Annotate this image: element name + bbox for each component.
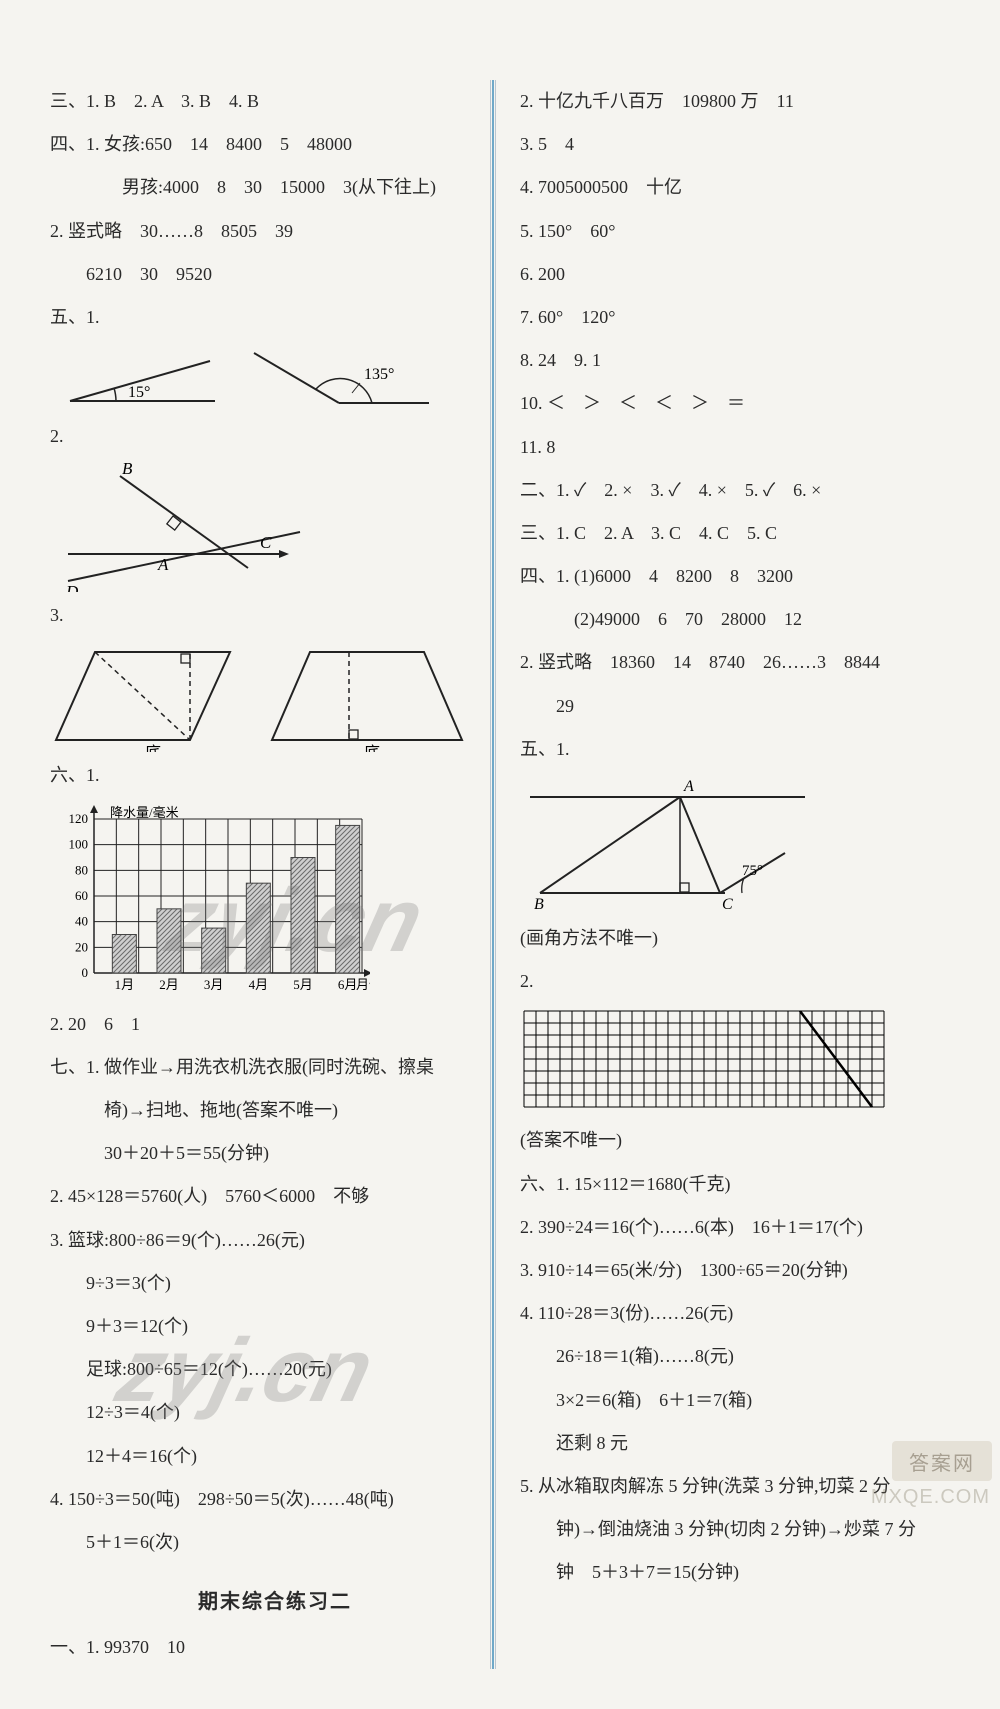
svg-text:20: 20	[75, 939, 88, 954]
label-a: A	[683, 778, 694, 795]
line: (画角方法不唯一)	[520, 917, 970, 960]
angle-deg: 135°	[364, 366, 394, 383]
line: 六、1. 15×112＝1680(千克)	[520, 1163, 970, 1206]
line: 29	[520, 685, 970, 728]
line: 7. 60° 120°	[520, 296, 970, 339]
line: 11. 8	[520, 426, 970, 469]
line: 二、1. ✓ 2. × 3. ✓ 4. × 5. ✓ 6. ×	[520, 469, 970, 512]
line: 五、1.	[520, 728, 970, 771]
bar-chart-icon: 0 20 40 60 80 100 120 1月 2月 3月 4月 5月 6月 降水量/毫米月份	[50, 801, 370, 1001]
line: 3×2＝6(箱) 6＋1＝7(箱)	[520, 1379, 970, 1422]
line: 3. 910÷14＝65(米/分) 1300÷65＝20(分钟)	[520, 1249, 970, 1292]
line: 9÷3＝3(个)	[50, 1262, 500, 1305]
line: 4. 7005000500 十亿	[520, 166, 970, 209]
line: 3.	[50, 594, 500, 637]
angle-deg: 15°	[128, 384, 150, 401]
watermark-badge: 答案网	[892, 1441, 992, 1481]
svg-text:4月: 4月	[249, 977, 269, 992]
label-base: 底	[364, 744, 380, 752]
parallelogram-icon: 底	[50, 642, 240, 752]
line: 2. 20 6 1	[50, 1003, 500, 1046]
line: 男孩:4000 8 30 15000 3(从下往上)	[50, 166, 500, 209]
trapezoid-icon: 底	[264, 642, 464, 752]
line: 四、1. 女孩:650 14 8400 5 48000	[50, 123, 500, 166]
right-column: 2. 十亿九千八百万 109800 万 11 3. 5 4 4. 7005000…	[520, 80, 970, 1669]
line: 2.	[50, 415, 500, 458]
line: 椅)→扫地、拖地(答案不唯一)	[50, 1089, 500, 1132]
line: (2)49000 6 70 28000 12	[520, 598, 970, 641]
svg-text:0: 0	[82, 965, 89, 980]
line: 5. 150° 60°	[520, 210, 970, 253]
line: 26÷18＝1(箱)……8(元)	[520, 1335, 970, 1378]
line: 2. 十亿九千八百万 109800 万 11	[520, 80, 970, 123]
line: (答案不唯一)	[520, 1119, 970, 1162]
line: 钟 5＋3＋7＝15(分钟)	[520, 1551, 970, 1594]
line: 足球:800÷65＝12(个)……20(元)	[50, 1348, 500, 1391]
fig-quads: 底 底	[50, 642, 500, 752]
line: 2. 竖式略 18360 14 8740 26……3 8844	[520, 641, 970, 684]
label-deg: 75°	[742, 863, 763, 879]
triangle-75-icon: A B C 75°	[520, 775, 820, 915]
line: 2. 竖式略 30……8 8505 39	[50, 210, 500, 253]
angle-15-icon: 15°	[50, 353, 220, 413]
line: 6. 200	[520, 253, 970, 296]
svg-text:100: 100	[69, 836, 89, 851]
label-b: B	[122, 462, 133, 478]
line: 2.	[520, 960, 970, 1003]
line: 5＋1＝6(次)	[50, 1521, 500, 1564]
line: 3. 5 4	[520, 123, 970, 166]
line: 9＋3＝12(个)	[50, 1305, 500, 1348]
abc-figure-icon: B A C D	[50, 462, 310, 592]
fig-grid	[520, 1007, 970, 1117]
section-title: 期末综合练习二	[50, 1578, 500, 1626]
svg-text:120: 120	[69, 811, 89, 826]
watermark-text: MXQE.COM	[871, 1486, 990, 1509]
line: 6210 30 9520	[50, 253, 500, 296]
rainfall-bar-chart: 0 20 40 60 80 100 120 1月 2月 3月 4月 5月 6月 降水量/毫米月份	[50, 801, 500, 1001]
line: 一、1. 99370 10	[50, 1626, 500, 1669]
label-c: C	[722, 896, 733, 913]
line: 2. 390÷24＝16(个)……6(本) 16＋1＝17(个)	[520, 1206, 970, 1249]
label-d: D	[65, 582, 79, 592]
line: 七、1. 做作业→用洗衣机洗衣服(同时洗碗、擦桌	[50, 1046, 500, 1089]
line: 2. 45×128＝5760(人) 5760＜6000 不够	[50, 1175, 500, 1218]
svg-text:2月: 2月	[159, 977, 179, 992]
line: 10. ＜ ＞ ＜ ＜ ＞ ＝	[520, 382, 970, 425]
line: 30＋20＋5＝55(分钟)	[50, 1132, 500, 1175]
left-column: 三、1. B 2. A 3. B 4. B 四、1. 女孩:650 14 840…	[50, 80, 500, 1669]
label-b: B	[534, 896, 544, 913]
label-c: C	[260, 533, 272, 552]
grid-icon	[520, 1007, 900, 1117]
line: 钟)→倒油烧油 3 分钟(切肉 2 分钟)→炒菜 7 分	[520, 1508, 970, 1551]
svg-text:60: 60	[75, 888, 88, 903]
fig-angles: 15° 135°	[50, 343, 500, 413]
column-divider	[490, 80, 496, 1669]
fig-lines-abcd: B A C D	[50, 462, 500, 592]
svg-text:月份: 月份	[356, 977, 370, 992]
line: 3. 篮球:800÷86＝9(个)……26(元)	[50, 1219, 500, 1262]
label-base: 底	[145, 744, 161, 752]
worksheet-page: 三、1. B 2. A 3. B 4. B 四、1. 女孩:650 14 840…	[0, 0, 1000, 1709]
line: 4. 110÷28＝3(份)……26(元)	[520, 1292, 970, 1335]
line: 三、1. B 2. A 3. B 4. B	[50, 80, 500, 123]
line: 12＋4＝16(个)	[50, 1435, 500, 1478]
svg-text:5月: 5月	[293, 977, 313, 992]
line: 12÷3＝4(个)	[50, 1391, 500, 1434]
line: 五、1.	[50, 296, 500, 339]
svg-text:3月: 3月	[204, 977, 224, 992]
line: 8. 24 9. 1	[520, 339, 970, 382]
fig-triangle-75: A B C 75°	[520, 775, 970, 915]
line: 三、1. C 2. A 3. C 4. C 5. C	[520, 512, 970, 555]
label-a: A	[157, 555, 169, 574]
svg-text:6月: 6月	[338, 977, 358, 992]
line: 六、1.	[50, 754, 500, 797]
line: 四、1. (1)6000 4 8200 8 3200	[520, 555, 970, 598]
svg-text:40: 40	[75, 913, 88, 928]
svg-text:80: 80	[75, 862, 88, 877]
angle-135-icon: 135°	[244, 343, 434, 413]
line: 4. 150÷3＝50(吨) 298÷50＝5(次)……48(吨)	[50, 1478, 500, 1521]
svg-text:1月: 1月	[115, 977, 135, 992]
svg-text:降水量/毫米: 降水量/毫米	[110, 805, 179, 820]
